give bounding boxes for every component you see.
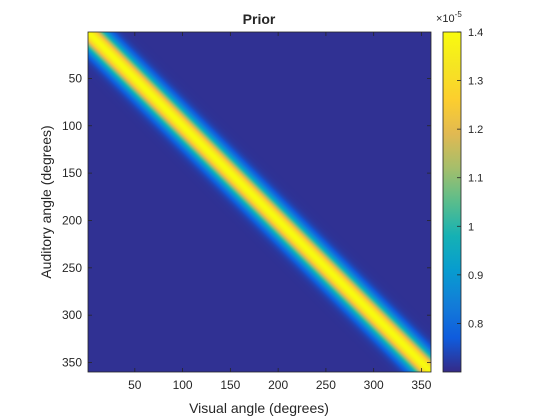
y-tick-label: 250 — [62, 261, 82, 275]
x-tick-label: 100 — [173, 378, 193, 392]
colorbar-tick-label: 1 — [468, 221, 474, 233]
y-tick-label: 300 — [62, 308, 82, 322]
y-tick-label: 350 — [62, 356, 82, 370]
colorbar: 0.8 0.9 1 1.1 1.2 1.3 1.4 ×10-5 — [436, 10, 483, 373]
y-tick-label: 100 — [62, 119, 82, 133]
x-tick-label: 200 — [268, 378, 288, 392]
axes-frame — [87, 31, 432, 373]
colorbar-frame — [442, 31, 462, 373]
heatmap-image — [88, 32, 431, 372]
y-axis-label: Auditory angle (degrees) — [38, 125, 54, 278]
heatmap-axes: 50 100 150 200 250 300 350 50 100 150 200 250 300 350 — [62, 31, 432, 392]
colorbar-tick-label: 0.9 — [468, 270, 483, 282]
y-tick-label: 50 — [69, 71, 83, 85]
colorbar-exponent-power: -5 — [455, 10, 463, 19]
heatmap — [88, 32, 431, 372]
y-tick-label: 200 — [62, 213, 82, 227]
colorbar-ticks: 0.8 0.9 1 1.1 1.2 1.3 1.4 — [457, 27, 483, 330]
colorbar-tick-label: 0.8 — [468, 318, 483, 330]
colorbar-tick-label: 1.3 — [468, 76, 483, 88]
colorbar-tick-label: 1.4 — [468, 27, 483, 39]
chart-title: Prior — [243, 11, 276, 27]
colorbar-exponent-base: ×10 — [436, 13, 455, 25]
colorbar-tick-label: 1.2 — [468, 124, 483, 136]
x-tick-label: 350 — [411, 378, 431, 392]
x-tick-label: 250 — [316, 378, 336, 392]
x-tick-label: 150 — [220, 378, 240, 392]
colorbar-tick-label: 1.1 — [468, 173, 483, 185]
y-tick-label: 150 — [62, 166, 82, 180]
colorbar-exponent: ×10-5 — [436, 10, 462, 25]
colorbar-gradient — [443, 32, 461, 372]
x-axis-label: Visual angle (degrees) — [189, 400, 329, 416]
x-tick-label: 50 — [128, 378, 142, 392]
x-tick-label: 300 — [364, 378, 384, 392]
